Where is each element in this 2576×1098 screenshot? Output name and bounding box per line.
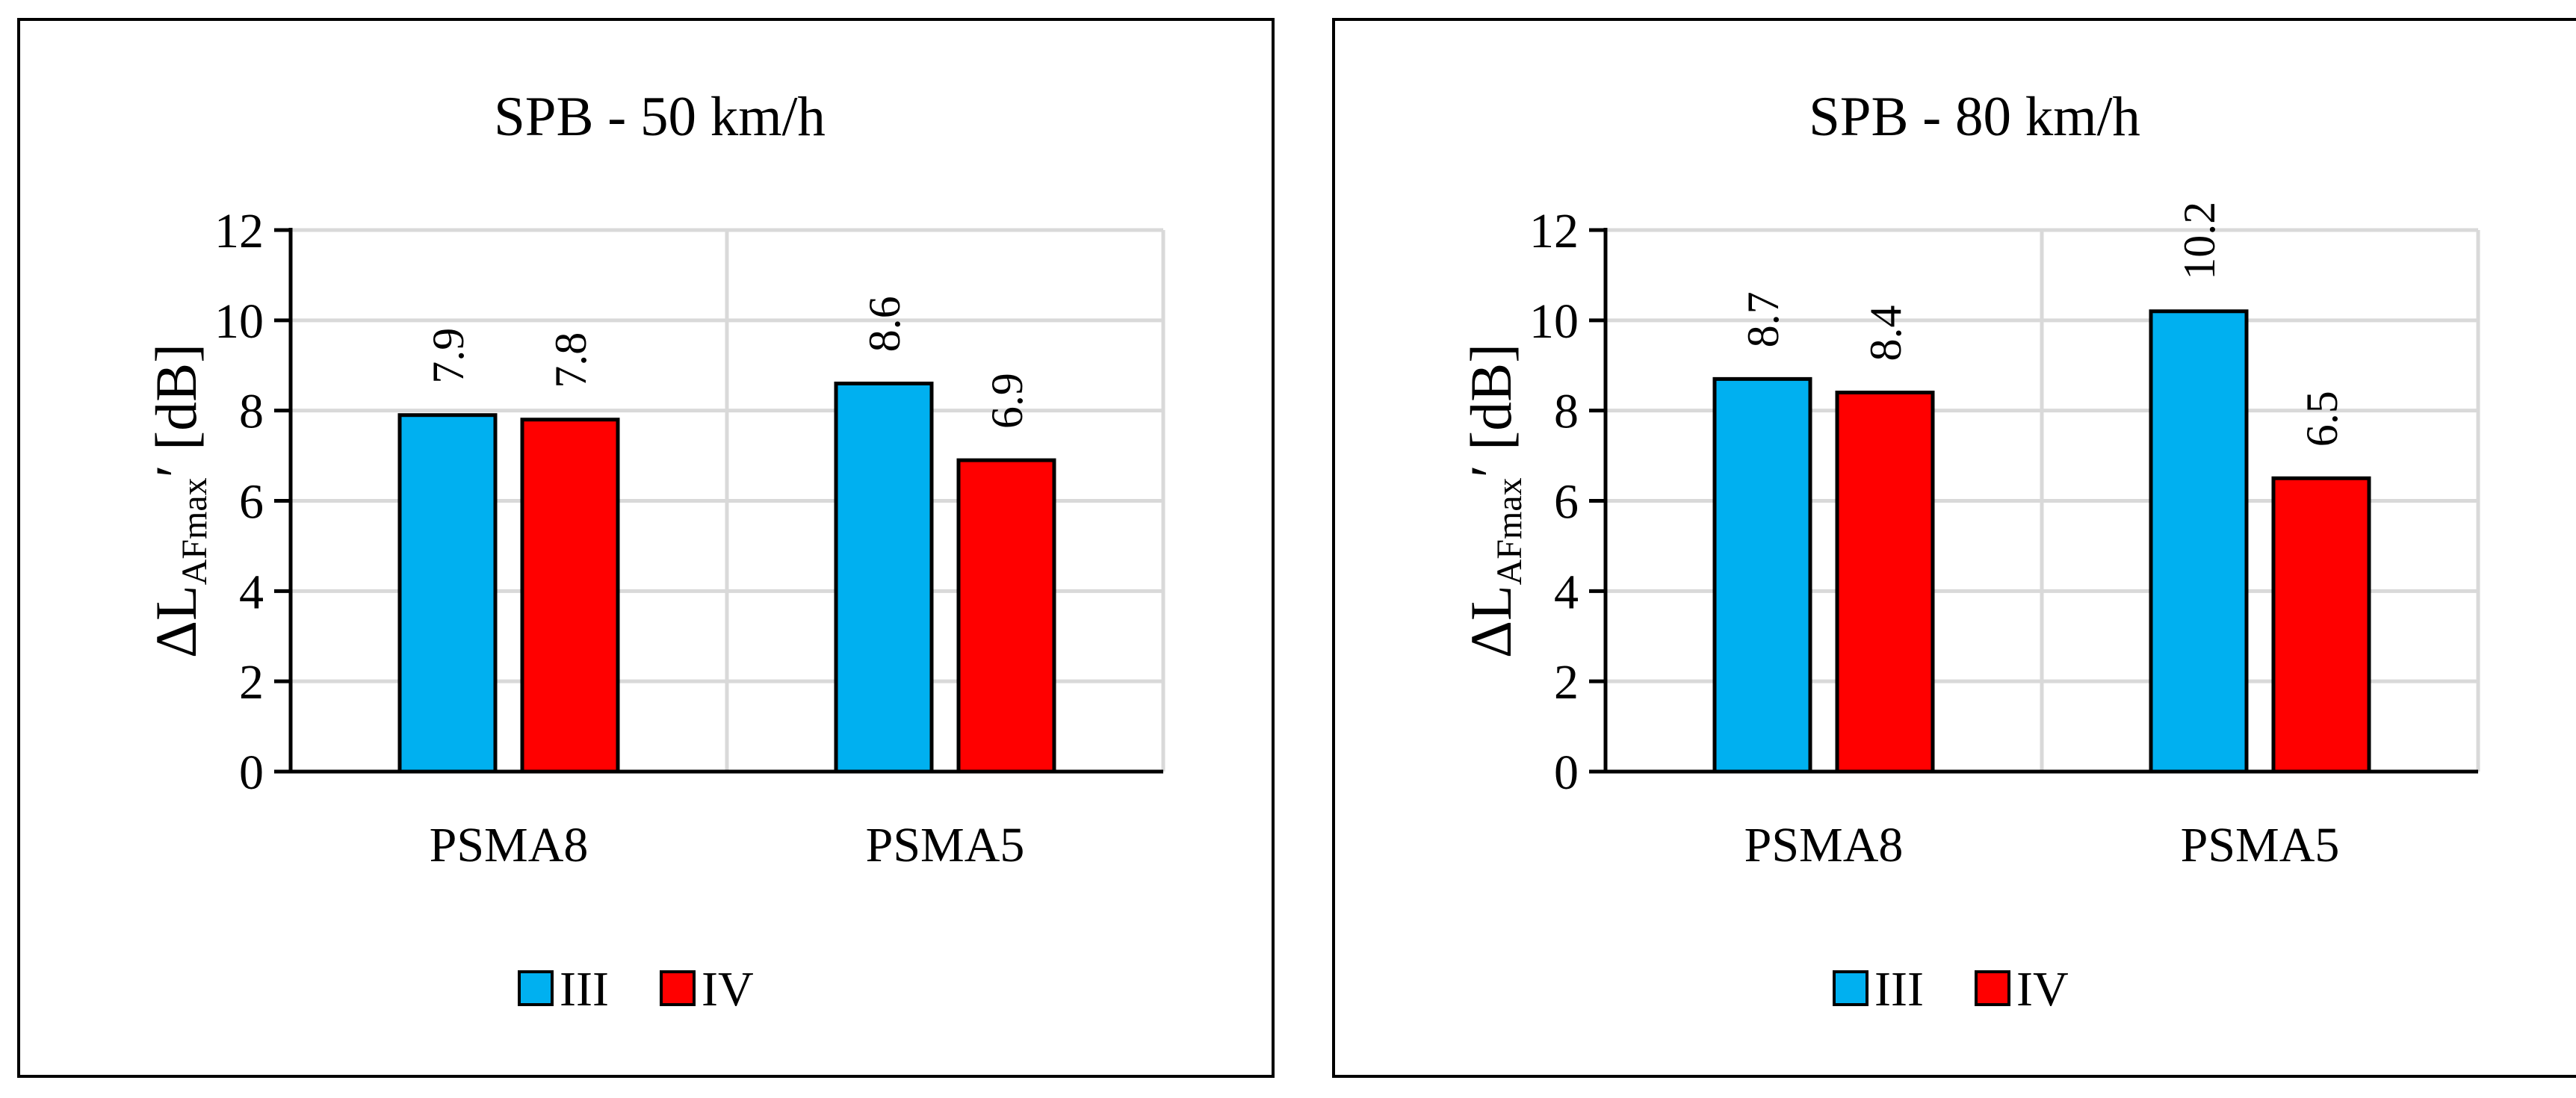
legend-label-III: III — [1874, 962, 1924, 1017]
bar-III-PSMA5 — [2149, 309, 2249, 774]
y-tick-label: 4 — [1554, 565, 1579, 619]
y-tick-label: 12 — [214, 204, 264, 258]
y-axis-label-main: ΔL — [1458, 585, 1523, 658]
legend-label-III: III — [560, 962, 609, 1017]
category-label: PSMA8 — [430, 818, 589, 872]
y-axis-label: ΔLAFmax′ [dB] — [143, 344, 214, 658]
chart-right-svg: SPB - 80 km/h 0 2 4 6 8 10 12 8.7 8.4 PSMA8 10.2 6.5… — [1458, 86, 2480, 1017]
y-tick-label: 2 — [1554, 655, 1579, 710]
y-tick-label: 8 — [1554, 385, 1579, 439]
category-label: PSMA5 — [866, 818, 1025, 872]
data-label: 6.5 — [2297, 391, 2347, 447]
bar-III-PSMA8 — [1712, 376, 1812, 774]
legend-swatch-III — [1833, 970, 1868, 1006]
chart-left-svg: SPB - 50 km/h 0 2 4 6 8 10 12 7.9 7.8 PSMA8 8.6 6.9 P… — [143, 86, 1165, 1017]
bar-IV-PSMA8 — [520, 418, 620, 774]
y-axis-label: ΔLAFmax′ [dB] — [1458, 344, 1529, 658]
category-label: PSMA5 — [2181, 818, 2340, 872]
data-label: 7.9 — [424, 328, 473, 384]
y-tick-label: 0 — [239, 745, 264, 800]
data-label: 8.4 — [1861, 305, 1910, 362]
data-label: 8.7 — [1739, 291, 1788, 347]
y-tick-label: 10 — [1529, 294, 1579, 349]
data-label: 8.6 — [860, 296, 909, 352]
bar-IV-PSMA8 — [1835, 391, 1935, 774]
y-tick-label: 6 — [1554, 475, 1579, 530]
legend-swatch-III — [518, 970, 554, 1006]
y-axis-label-subscript: AFmax — [1490, 477, 1529, 585]
legend-label-IV: IV — [2016, 962, 2069, 1017]
bar-III-PSMA5 — [834, 381, 934, 774]
y-axis-label-suffix: ′ [dB] — [143, 344, 208, 478]
bar-IV-PSMA5 — [2271, 476, 2371, 774]
data-label: 10.2 — [2175, 202, 2224, 280]
legend-swatch-IV — [660, 970, 696, 1006]
y-tick-label: 0 — [1554, 745, 1579, 800]
y-tick-label: 8 — [239, 385, 264, 439]
y-axis-label-main: ΔL — [143, 585, 208, 658]
y-axis-label-subscript: AFmax — [175, 477, 214, 585]
y-tick-label: 12 — [1529, 204, 1579, 258]
y-tick-label: 10 — [214, 294, 264, 349]
chart-title: SPB - 80 km/h — [1809, 86, 2140, 148]
data-label: 7.8 — [546, 332, 595, 388]
legend-label-IV: IV — [702, 962, 754, 1017]
legend-swatch-IV — [1975, 970, 2010, 1006]
y-tick-label: 2 — [239, 655, 264, 710]
y-tick-label: 4 — [239, 565, 264, 619]
chart-panel-right: SPB - 80 km/h 0 2 4 6 8 10 12 8.7 8.4 PSMA8 10.2 6.5… — [1332, 18, 2576, 1078]
y-axis-label-suffix: ′ [dB] — [1458, 344, 1523, 478]
bar-III-PSMA8 — [397, 413, 498, 774]
chart-title: SPB - 50 km/h — [494, 86, 826, 148]
category-label: PSMA8 — [1744, 818, 1904, 872]
chart-panel-left: SPB - 50 km/h 0 2 4 6 8 10 12 7.9 7.8 PSMA8 8.6 6.9 P… — [17, 18, 1275, 1078]
bar-IV-PSMA5 — [956, 458, 1056, 774]
y-tick-label: 6 — [239, 475, 264, 530]
data-label: 6.9 — [982, 373, 1032, 429]
